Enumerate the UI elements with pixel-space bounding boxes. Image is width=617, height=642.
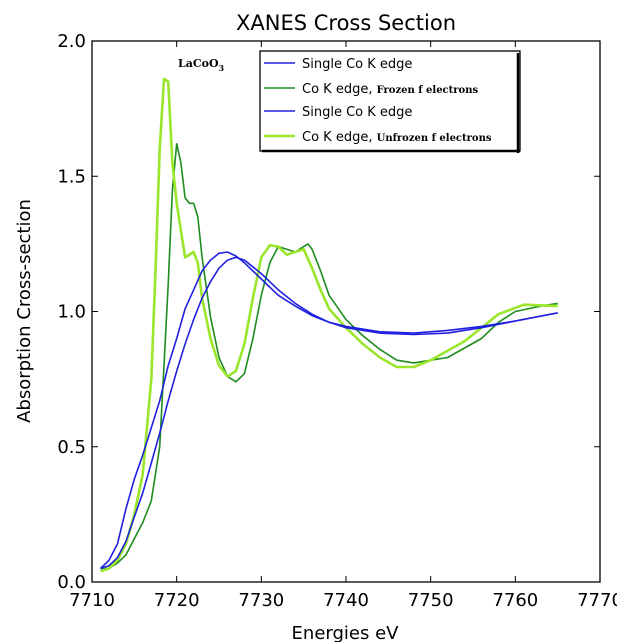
- x-tick-label: 7720: [154, 590, 200, 611]
- x-tick-label: 7760: [492, 590, 538, 611]
- annotation: LaCoO3: [178, 57, 225, 73]
- series-line-1: [99, 251, 558, 570]
- y-tick-label: 1.0: [57, 302, 86, 323]
- legend-label-3: Single Co K edge: [302, 105, 412, 120]
- x-tick-label: 7740: [323, 590, 369, 611]
- svg-text:LaCoO3: LaCoO3: [178, 57, 225, 73]
- chart-title: XANES Cross Section: [236, 11, 456, 35]
- x-tick-label: 7730: [238, 590, 284, 611]
- annotation-subscript: 3: [219, 63, 225, 73]
- legend-label-4: Co K edge, Unfrozen f electrons: [302, 130, 492, 145]
- series-line-4: [100, 77, 558, 573]
- y-tick-label: 0.5: [57, 437, 86, 458]
- legend: Single Co K edge Co K edge, Frozen f elec…: [259, 50, 521, 153]
- y-tick-label: 2.0: [57, 31, 86, 52]
- series-line-2: [100, 143, 558, 570]
- series-line-3: [100, 256, 558, 570]
- annotation-base: LaCoO: [178, 57, 219, 70]
- x-tick-label: 7710: [69, 590, 115, 611]
- y-axis-title: Absorption Cross-section: [14, 199, 35, 423]
- x-axis-title: Energies eV: [292, 623, 400, 642]
- y-tick-label: 1.5: [57, 166, 86, 187]
- legend-label-1: Single Co K edge: [302, 57, 412, 72]
- y-tick-label: 0.0: [57, 572, 86, 593]
- legend-label-2: Co K edge, Frozen f electrons: [302, 82, 478, 97]
- x-tick-label: 7750: [408, 590, 454, 611]
